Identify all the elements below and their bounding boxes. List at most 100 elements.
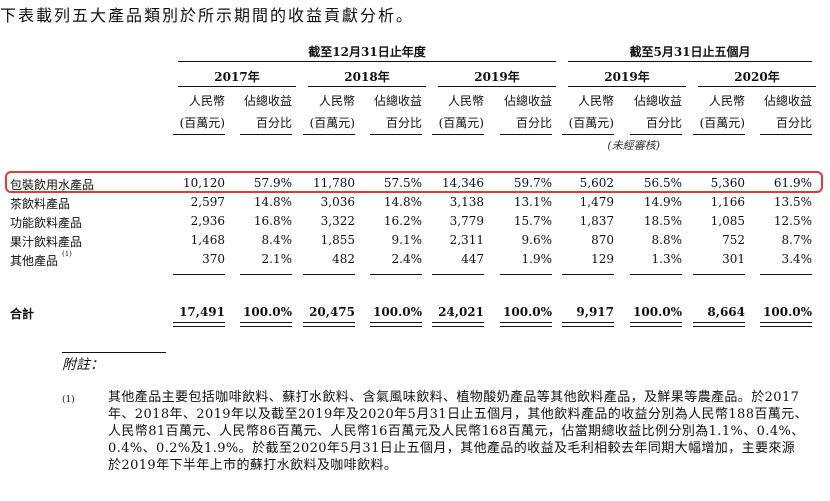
table-cell: 482 — [332, 252, 355, 266]
subtotal-rule — [760, 274, 812, 275]
table-cell: 1.9% — [521, 252, 553, 266]
notes-rule — [62, 352, 166, 353]
table-cell: 16.2% — [383, 214, 422, 228]
table-cell: 18.5% — [643, 214, 682, 228]
table-cell: 12.5% — [773, 214, 812, 228]
table-cell: 13.1% — [513, 195, 552, 209]
row-label: 功能飲料產品 — [10, 216, 83, 230]
table-cell: 9.1% — [391, 233, 423, 247]
table-cell: 14,346 — [442, 176, 484, 190]
notes-label: 附註： — [62, 357, 104, 373]
pct-unit-header: 百分比 — [515, 116, 552, 130]
total-cell: 17,491 — [179, 305, 225, 319]
rmb-unit-header: (百萬元) — [568, 116, 614, 130]
pct-header: 佔總收益 — [503, 94, 552, 108]
total-cell: 20,475 — [309, 305, 355, 319]
rmb-unit-header: (百萬元) — [309, 116, 355, 130]
header-bottom-rule — [432, 134, 484, 135]
subtotal-rule — [432, 274, 484, 275]
subtotal-rule — [303, 274, 355, 275]
table-cell: 3,322 — [320, 214, 355, 228]
pct-header: 佔總收益 — [633, 94, 682, 108]
table-cell: 2,936 — [190, 214, 225, 228]
pct-unit-header: 百分比 — [775, 116, 812, 130]
group-header-five-months: 截至5月31日止五個月 — [629, 45, 751, 59]
note-marker: (1) — [62, 395, 75, 405]
subtotal-rule — [693, 274, 745, 275]
table-cell: 8.4% — [261, 233, 293, 247]
table-cell: 13.5% — [773, 195, 812, 209]
total-cell: 24,021 — [438, 305, 484, 319]
year-rule — [438, 86, 556, 87]
year-rule — [308, 86, 426, 87]
header-bottom-rule — [370, 134, 422, 135]
total-cell: 9,917 — [576, 305, 614, 319]
table-cell: 129 — [591, 252, 614, 266]
year-header: 2018年 — [344, 70, 390, 84]
row-label: 其他產品 — [10, 254, 59, 268]
header-bottom-rule — [630, 134, 682, 135]
rmb-header: 人民幣 — [447, 94, 484, 108]
total-double-rule — [500, 322, 552, 327]
header-bottom-rule — [173, 134, 225, 135]
highlight-box — [5, 171, 823, 193]
table-cell: 56.5% — [643, 176, 682, 190]
year-header: 2019年 — [604, 70, 650, 84]
table-cell: 15.7% — [513, 214, 552, 228]
total-cell: 100.0% — [763, 305, 812, 319]
table-cell: 14.8% — [383, 195, 422, 209]
table-cell: 2,597 — [190, 195, 225, 209]
unaudited-note: (未經審核) — [607, 139, 660, 152]
group-header-fiscal-year: 截至12月31日止年度 — [308, 45, 426, 59]
table-cell: 301 — [722, 252, 745, 266]
pct-header: 佔總收益 — [373, 94, 422, 108]
table-cell: 61.9% — [773, 176, 812, 190]
subtotal-rule — [240, 274, 292, 275]
table-cell: 5,602 — [579, 176, 614, 190]
year-rule — [568, 86, 686, 87]
total-cell: 100.0% — [633, 305, 682, 319]
subtotal-rule — [173, 274, 225, 275]
header-bottom-rule — [303, 134, 355, 135]
total-cell: 100.0% — [373, 305, 422, 319]
group-a-rule — [178, 61, 556, 62]
total-double-rule — [760, 322, 812, 327]
year-rule — [178, 86, 296, 87]
table-cell: 3,036 — [320, 195, 355, 209]
table-cell: 752 — [722, 233, 745, 247]
header-bottom-rule — [240, 134, 292, 135]
table-cell: 447 — [461, 252, 484, 266]
table-cell: 1,855 — [320, 233, 355, 247]
total-double-rule — [630, 322, 682, 327]
table-cell: 3,138 — [449, 195, 484, 209]
table-cell: 57.9% — [253, 176, 292, 190]
total-double-rule — [240, 322, 292, 327]
row-label: 包裝飲用水產品 — [10, 178, 95, 192]
total-double-rule — [562, 322, 614, 327]
table-cell: 870 — [591, 233, 614, 247]
rmb-header: 人民幣 — [577, 94, 614, 108]
table-cell: 370 — [202, 252, 225, 266]
subtotal-rule — [500, 274, 552, 275]
pct-unit-header: 百分比 — [385, 116, 422, 130]
header-bottom-rule — [760, 134, 812, 135]
year-header: 2017年 — [214, 70, 260, 84]
total-label: 合計 — [10, 307, 35, 321]
header-bottom-rule — [562, 134, 614, 135]
table-cell: 1,166 — [710, 195, 745, 209]
year-header: 2019年 — [474, 70, 520, 84]
table-cell: 2,311 — [449, 233, 484, 247]
row-label: 茶飲料產品 — [10, 197, 71, 211]
table-cell: 3,779 — [449, 214, 484, 228]
table-cell: 1,479 — [579, 195, 614, 209]
header-bottom-rule — [500, 134, 552, 135]
group-b-rule — [568, 61, 812, 62]
table-cell: 1,085 — [710, 214, 745, 228]
rmb-unit-header: (百萬元) — [699, 116, 745, 130]
subtotal-rule — [562, 274, 614, 275]
subtotal-rule — [370, 274, 422, 275]
total-double-rule — [432, 322, 484, 327]
pct-header: 佔總收益 — [763, 94, 812, 108]
table-cell: 1,468 — [190, 233, 225, 247]
total-cell: 8,664 — [707, 305, 745, 319]
